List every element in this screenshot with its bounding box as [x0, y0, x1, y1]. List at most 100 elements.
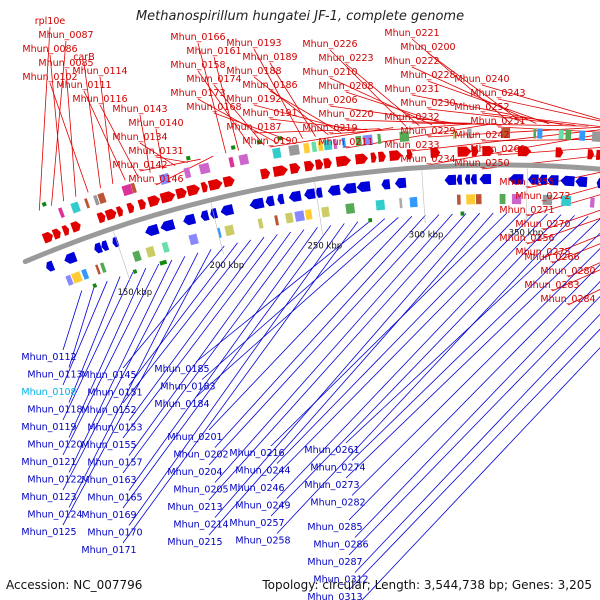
reverse-gene-arrow[interactable] [327, 184, 341, 196]
reverse-function-block[interactable] [499, 194, 506, 205]
rna-marker[interactable] [162, 259, 168, 265]
rna-marker[interactable] [368, 218, 373, 223]
reverse-gene-arrow[interactable] [220, 204, 235, 216]
reverse-function-block[interactable] [224, 224, 235, 237]
forward-gene-label[interactable]: Mhun_0222 [384, 56, 439, 67]
reverse-gene-label[interactable]: Mhun_0151 [87, 388, 142, 399]
forward-gene-arrow[interactable] [260, 168, 271, 180]
reverse-gene-label[interactable]: Mhun_0287 [307, 557, 362, 568]
reverse-gene-label[interactable]: Mhun_0273 [304, 480, 359, 491]
reverse-gene-label[interactable]: Mhun_0163 [81, 475, 136, 486]
reverse-gene-label[interactable]: Mhun_0286 [313, 540, 368, 551]
reverse-function-block[interactable] [466, 194, 476, 205]
reverse-function-block[interactable] [475, 194, 482, 205]
forward-function-block[interactable] [537, 128, 543, 139]
forward-gene-arrow[interactable] [272, 165, 288, 177]
forward-gene-label[interactable]: Mhun_0284 [540, 294, 595, 305]
reverse-gene-arrow[interactable] [342, 182, 357, 194]
reverse-function-block[interactable] [589, 197, 595, 208]
forward-function-block[interactable] [355, 135, 363, 147]
rna-marker[interactable] [132, 269, 138, 275]
reverse-gene-label[interactable]: Mhun_0285 [307, 522, 362, 533]
reverse-gene-arrow[interactable] [304, 188, 316, 200]
rna-marker[interactable] [41, 201, 47, 207]
forward-gene-label[interactable]: Mhun_0226 [302, 39, 357, 50]
reverse-function-block[interactable] [294, 210, 305, 222]
reverse-gene-arrow[interactable] [64, 251, 78, 264]
reverse-function-block[interactable] [257, 218, 264, 229]
reverse-gene-label[interactable]: Mhun_0125 [21, 527, 76, 538]
reverse-gene-label[interactable]: Mhun_0122 [27, 475, 82, 486]
reverse-gene-label[interactable]: Mhun_0155 [81, 440, 136, 451]
reverse-function-block[interactable] [274, 215, 280, 226]
reverse-gene-label[interactable]: Mhun_0257 [229, 518, 284, 529]
forward-gene-label[interactable]: Mhun_0243 [470, 88, 525, 99]
rna-marker[interactable] [460, 211, 465, 216]
reverse-gene-label[interactable]: Mhun_0201 [167, 432, 222, 443]
forward-gene-label[interactable]: Mhun_0193 [226, 38, 281, 49]
forward-gene-arrow[interactable] [482, 146, 495, 157]
reverse-gene-label[interactable]: Mhun_0169 [81, 510, 136, 521]
reverse-gene-label[interactable]: Mhun_0171 [81, 545, 136, 556]
forward-gene-label[interactable]: Mhun_0233 [384, 140, 439, 151]
forward-function-block[interactable] [591, 131, 600, 143]
forward-gene-arrow[interactable] [555, 147, 564, 158]
forward-gene-label[interactable]: Mhun_0161 [186, 46, 241, 57]
forward-gene-label[interactable]: Mhun_0189 [242, 52, 297, 63]
forward-gene-label[interactable]: Mhun_0208 [318, 81, 373, 92]
reverse-function-block[interactable] [284, 212, 294, 224]
reverse-gene-arrow[interactable] [596, 178, 600, 189]
forward-gene-label[interactable]: Mhun_0142 [112, 160, 167, 171]
reverse-function-block[interactable] [511, 194, 522, 205]
rna-marker[interactable] [185, 155, 191, 161]
forward-gene-label[interactable]: Mhun_0158 [170, 60, 225, 71]
reverse-gene-arrow[interactable] [464, 174, 471, 185]
forward-gene-arrow[interactable] [457, 146, 472, 157]
forward-gene-label[interactable]: Mhun_0229 [400, 126, 455, 137]
reverse-gene-arrow[interactable] [394, 177, 407, 189]
forward-gene-label[interactable]: Mhun_0087 [38, 30, 93, 41]
reverse-gene-arrow[interactable] [444, 174, 457, 186]
reverse-function-block[interactable] [542, 194, 553, 206]
forward-gene-arrow[interactable] [370, 152, 377, 163]
forward-function-block[interactable] [362, 134, 374, 146]
forward-gene-arrow[interactable] [406, 149, 413, 160]
forward-gene-label[interactable]: Mhun_0283 [524, 280, 579, 291]
forward-gene-label[interactable]: Mhun_0250 [454, 158, 509, 169]
forward-gene-label[interactable]: Mhun_0173 [170, 88, 225, 99]
forward-gene-label[interactable]: rpl10e [35, 16, 66, 27]
forward-function-block[interactable] [238, 153, 250, 166]
forward-gene-label[interactable]: Mhun_0228 [400, 70, 455, 81]
forward-gene-label[interactable]: Mhun_0256 [499, 233, 554, 244]
reverse-function-block[interactable] [456, 194, 461, 205]
forward-gene-label[interactable]: Mhun_0266 [524, 252, 579, 263]
reverse-function-block[interactable] [216, 227, 222, 238]
forward-gene-label[interactable]: Mhun_0114 [72, 66, 127, 77]
forward-gene-label[interactable]: Mhun_0255 [499, 177, 554, 188]
forward-gene-arrow[interactable] [335, 155, 351, 167]
forward-gene-arrow[interactable] [430, 147, 441, 158]
forward-gene-arrow[interactable] [303, 160, 315, 172]
reverse-gene-arrow[interactable] [277, 193, 285, 205]
reverse-gene-label[interactable]: Mhun_0113 [27, 370, 82, 381]
forward-function-block[interactable] [579, 130, 586, 141]
reverse-gene-label[interactable]: Mhun_0215 [167, 537, 222, 548]
reverse-gene-label[interactable]: Mhun_0274 [310, 463, 365, 474]
reverse-gene-arrow[interactable] [200, 210, 210, 222]
forward-gene-label[interactable]: Mhun_0188 [226, 66, 281, 77]
forward-gene-label[interactable]: Mhun_0174 [186, 74, 241, 85]
forward-gene-label[interactable]: Mhun_0140 [128, 118, 183, 129]
reverse-gene-label[interactable]: Mhun_0108 [21, 387, 76, 398]
reverse-function-block[interactable] [132, 250, 142, 262]
forward-function-block[interactable] [558, 129, 564, 140]
reverse-gene-label[interactable]: Mhun_0123 [21, 492, 76, 503]
reverse-function-block[interactable] [561, 195, 572, 207]
reverse-gene-arrow[interactable] [527, 174, 539, 185]
reverse-gene-label[interactable]: Mhun_0213 [167, 502, 222, 513]
reverse-gene-label[interactable]: Mhun_0153 [87, 423, 142, 434]
forward-function-block[interactable] [311, 141, 318, 153]
forward-function-block[interactable] [183, 167, 192, 179]
forward-function-block[interactable] [452, 128, 457, 139]
forward-gene-arrow[interactable] [595, 149, 600, 161]
